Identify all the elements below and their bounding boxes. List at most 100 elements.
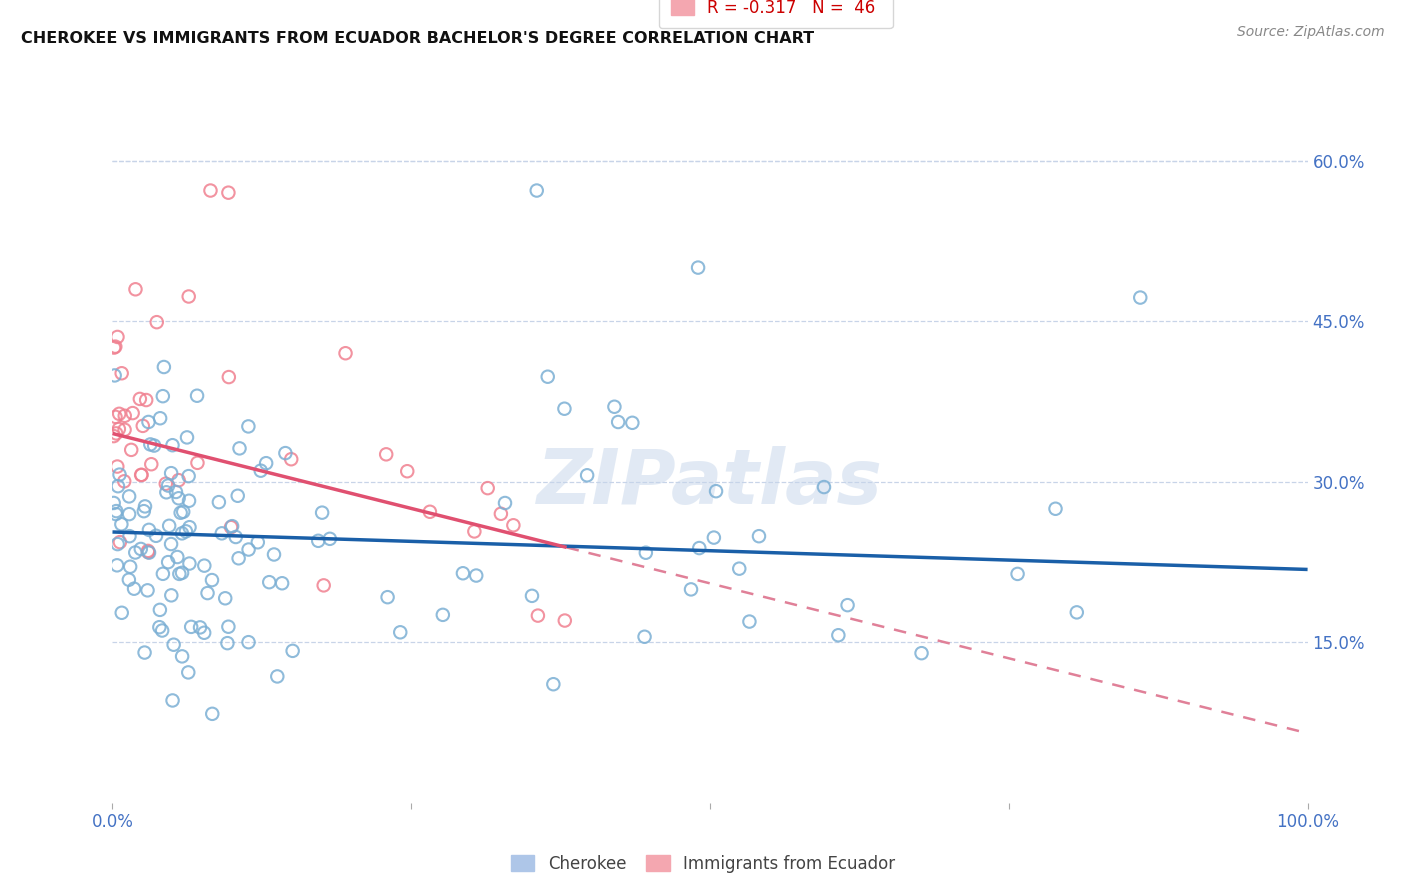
Point xyxy=(166,549,188,564)
Point xyxy=(554,614,576,628)
Point xyxy=(211,526,233,541)
Point xyxy=(389,625,412,640)
Point xyxy=(477,481,499,495)
Point xyxy=(217,620,239,634)
Point xyxy=(217,186,239,200)
Point xyxy=(576,468,599,483)
Point xyxy=(827,628,849,642)
Legend: R = -0.091   N = 127, R = -0.317   N =  46: R = -0.091 N = 127, R = -0.317 N = 46 xyxy=(659,0,893,29)
Point xyxy=(132,504,155,518)
Point xyxy=(537,369,560,384)
Point xyxy=(494,496,516,510)
Point xyxy=(200,184,222,198)
Point xyxy=(111,366,134,380)
Point xyxy=(104,409,127,424)
Point xyxy=(124,545,146,559)
Point xyxy=(165,485,187,500)
Point xyxy=(107,479,129,493)
Point xyxy=(396,464,419,478)
Point xyxy=(118,507,141,521)
Point xyxy=(145,315,167,329)
Point xyxy=(108,535,131,549)
Point xyxy=(150,624,173,638)
Point xyxy=(105,459,128,474)
Point xyxy=(249,464,271,478)
Point xyxy=(177,665,200,680)
Point xyxy=(176,430,198,444)
Point xyxy=(138,523,160,537)
Point xyxy=(110,517,132,532)
Point xyxy=(152,389,174,403)
Point xyxy=(186,456,208,470)
Point xyxy=(124,282,146,296)
Point xyxy=(148,620,170,634)
Point xyxy=(179,557,201,571)
Point xyxy=(170,566,193,580)
Point xyxy=(132,418,155,433)
Point xyxy=(104,507,127,521)
Point xyxy=(179,520,201,534)
Point xyxy=(134,500,156,514)
Point xyxy=(319,532,342,546)
Point xyxy=(169,506,191,520)
Point xyxy=(254,456,277,470)
Point xyxy=(502,518,524,533)
Point xyxy=(138,546,160,560)
Point xyxy=(141,457,163,471)
Point xyxy=(105,426,128,441)
Point xyxy=(193,625,215,640)
Point xyxy=(688,541,710,555)
Text: ZIPatlas: ZIPatlas xyxy=(537,446,883,520)
Point xyxy=(172,649,194,664)
Point xyxy=(688,260,710,275)
Point xyxy=(238,419,260,434)
Point xyxy=(263,548,285,562)
Point xyxy=(266,669,288,683)
Point xyxy=(118,489,141,503)
Point xyxy=(160,466,183,480)
Point xyxy=(118,529,141,543)
Point xyxy=(208,495,231,509)
Point xyxy=(1129,291,1152,305)
Point xyxy=(463,524,485,539)
Point xyxy=(704,484,727,499)
Point xyxy=(214,591,236,606)
Point xyxy=(679,582,702,597)
Point xyxy=(193,558,215,573)
Point xyxy=(238,635,260,649)
Point xyxy=(172,505,194,519)
Point xyxy=(118,573,141,587)
Point xyxy=(157,518,180,533)
Point xyxy=(218,370,240,384)
Point xyxy=(129,467,152,482)
Point xyxy=(219,520,242,534)
Point xyxy=(246,535,269,549)
Point xyxy=(703,531,725,545)
Point xyxy=(160,537,183,551)
Point xyxy=(738,615,761,629)
Point xyxy=(103,496,125,510)
Point xyxy=(432,607,454,622)
Point xyxy=(259,575,281,590)
Point xyxy=(228,442,250,456)
Point xyxy=(307,533,329,548)
Point xyxy=(136,544,159,558)
Point xyxy=(1007,566,1029,581)
Point xyxy=(312,578,335,592)
Point xyxy=(108,467,131,482)
Point xyxy=(167,491,190,506)
Point xyxy=(135,392,157,407)
Point xyxy=(226,489,249,503)
Point xyxy=(104,368,127,383)
Point xyxy=(105,558,128,573)
Point xyxy=(177,289,200,303)
Point xyxy=(104,340,127,354)
Point xyxy=(136,583,159,598)
Point xyxy=(274,446,297,460)
Point xyxy=(837,598,859,612)
Point xyxy=(121,406,143,420)
Point xyxy=(143,439,166,453)
Point xyxy=(149,411,172,425)
Point xyxy=(813,480,835,494)
Point xyxy=(114,409,136,423)
